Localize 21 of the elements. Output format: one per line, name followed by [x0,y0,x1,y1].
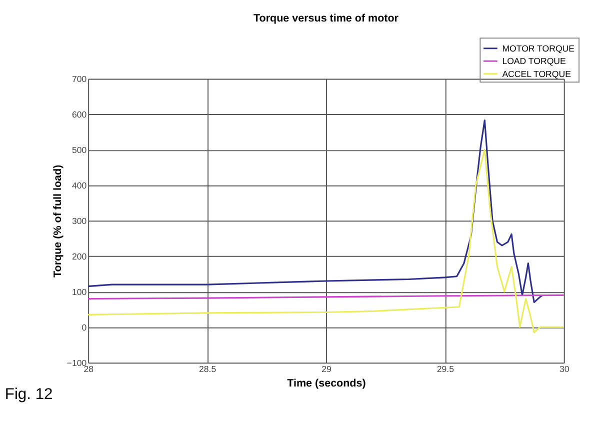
y-tick-label: 200 [72,252,87,262]
x-tick-label: 28.5 [198,364,216,374]
y-tick-label: 500 [72,145,87,156]
y-tick-label: 100 [72,287,87,298]
y-tick-label: 700 [72,74,87,84]
x-tick-label: 29.5 [436,364,454,374]
y-tick-label: 400 [72,180,87,191]
y-tick-label: 0 [82,322,87,333]
x-tick-label: 29 [322,364,332,374]
y-axis-title: Torque (% of full load) [52,164,64,278]
legend-label: ACCEL TORQUE [502,68,572,79]
line-series [87,148,565,334]
caption: Fig. 12 [4,386,53,403]
legend-label: MOTOR TORQUE [502,43,575,54]
x-axis-title: Time (seconds) [287,378,366,390]
y-tick-label: 300 [72,216,87,226]
line-series [87,119,544,304]
x-tick-label: 30 [559,364,570,374]
legend-label: LOAD TORQUE [502,56,566,66]
y-tick-label: 600 [72,110,87,120]
chart-title: Torque versus time of motor [254,12,400,24]
